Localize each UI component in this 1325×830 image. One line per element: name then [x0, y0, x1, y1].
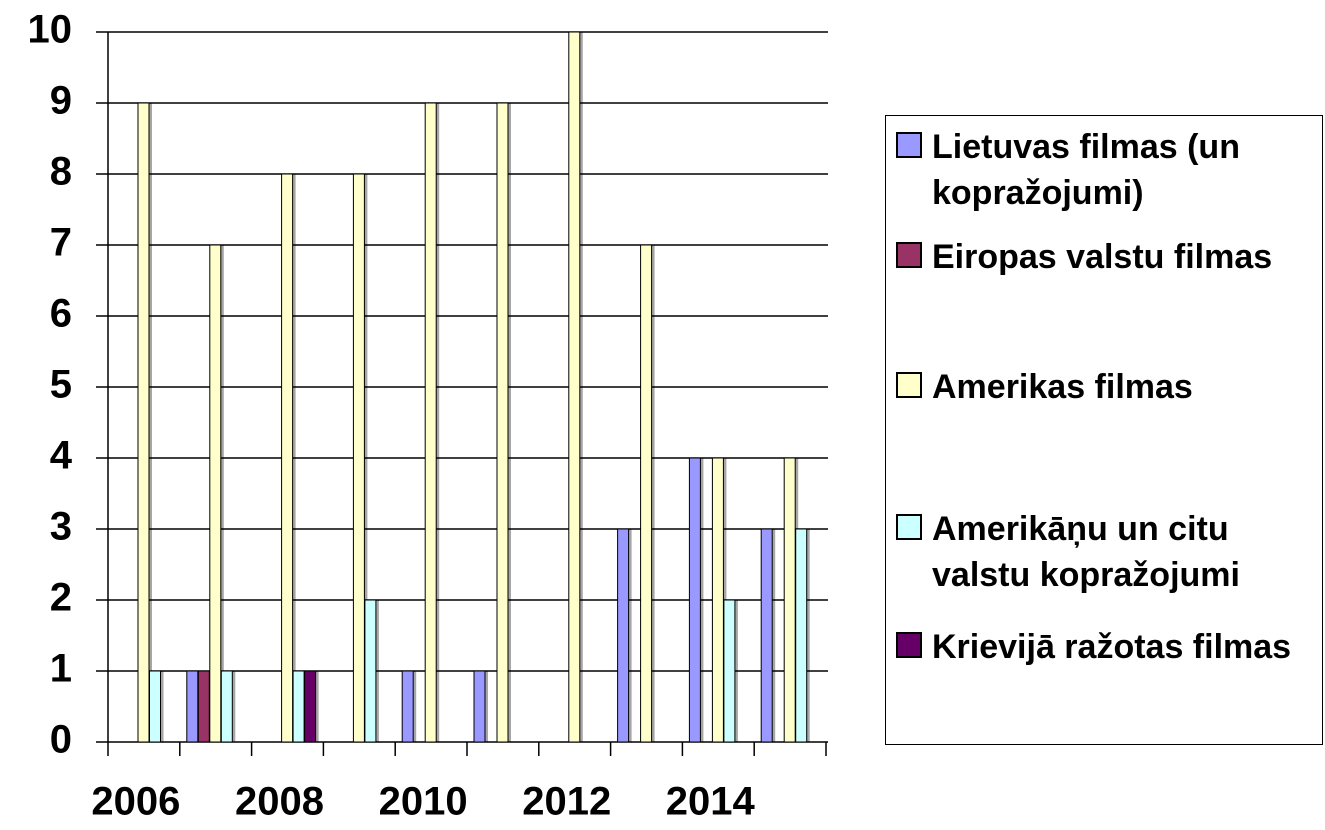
bar	[292, 670, 305, 743]
bar-side	[485, 671, 488, 742]
bar	[760, 528, 773, 743]
legend-item: Krievijā ražotas filmas	[896, 624, 1316, 670]
y-tick-label: 1	[50, 647, 72, 691]
bar-side	[292, 174, 296, 742]
legend-swatch	[896, 242, 922, 268]
bar	[149, 670, 161, 743]
legend: Lietuvas filmas (un kopražojumi) Eiropas …	[885, 115, 1323, 745]
x-tick-label: 2006	[91, 780, 180, 824]
bar	[640, 244, 653, 743]
x-tick-label: 2008	[235, 780, 324, 824]
bar	[424, 102, 437, 743]
bar	[186, 670, 199, 743]
legend-item: Amerikas filmas	[896, 364, 1316, 410]
chart: 0 1 2 3 4 5 6 7 8 9 10 2006 2008 2010 2012 2014	[28, 8, 828, 824]
bar-side	[734, 600, 738, 742]
legend-swatch	[896, 372, 922, 398]
legend-label: Lietuvas filmas (un kopražojumi)	[932, 128, 1240, 212]
bar	[304, 670, 317, 743]
bar-side	[806, 529, 810, 742]
x-tick-label: 2014	[666, 780, 756, 824]
legend-item: Amerikāņu un citu valstu kopražojumi	[896, 506, 1316, 598]
legend-label: Amerikāņu un citu valstu kopražojumi	[932, 510, 1240, 594]
bar	[352, 173, 365, 743]
bar	[209, 244, 222, 743]
bar	[137, 102, 150, 743]
y-tick-label: 8	[50, 150, 72, 194]
legend-item: Lietuvas filmas (un kopražojumi)	[896, 124, 1316, 216]
bar-side	[700, 458, 704, 742]
bar-side	[628, 529, 632, 742]
legend-swatch	[896, 632, 922, 658]
bar	[364, 599, 377, 743]
bar	[783, 457, 796, 743]
y-tick-label: 10	[28, 8, 73, 52]
bar-side	[364, 174, 368, 742]
bar-side	[413, 671, 417, 742]
legend-item: Eiropas valstu filmas	[896, 234, 1316, 280]
bar	[220, 670, 233, 743]
bar	[688, 457, 701, 743]
bar-side	[160, 671, 164, 742]
bar	[617, 528, 630, 743]
bar	[795, 528, 808, 743]
y-tick-label: 3	[50, 505, 72, 549]
y-tick-label: 2	[50, 576, 72, 620]
bar	[568, 31, 581, 743]
bar	[723, 599, 736, 743]
legend-swatch	[896, 132, 922, 158]
y-tick-label: 6	[50, 292, 72, 336]
y-tick-label: 5	[50, 363, 72, 407]
bar-side	[772, 529, 776, 742]
bar-side	[149, 103, 152, 742]
bar	[473, 670, 486, 743]
y-tick-label: 7	[50, 221, 72, 265]
legend-label: Krievijā ražotas filmas	[932, 628, 1292, 666]
legend-swatch	[896, 514, 922, 540]
bar-side	[651, 245, 655, 742]
bar-side	[579, 32, 583, 742]
bar	[281, 173, 294, 743]
bar-side	[315, 671, 319, 742]
bar	[197, 670, 210, 743]
bar	[401, 670, 414, 743]
bar-side	[220, 245, 224, 742]
x-tick-label: 2010	[379, 780, 468, 824]
bar-side	[436, 103, 440, 742]
bar-side	[375, 600, 379, 742]
y-tick-label: 0	[50, 718, 72, 762]
x-tick-label: 2012	[522, 780, 611, 824]
bar	[711, 457, 724, 743]
legend-label: Amerikas filmas	[932, 368, 1193, 406]
bar-side	[232, 671, 236, 742]
bar-side	[508, 103, 511, 742]
y-tick-label: 4	[50, 434, 73, 478]
legend-label: Eiropas valstu filmas	[932, 238, 1273, 276]
bar	[496, 102, 509, 743]
y-tick-label: 9	[50, 79, 72, 123]
